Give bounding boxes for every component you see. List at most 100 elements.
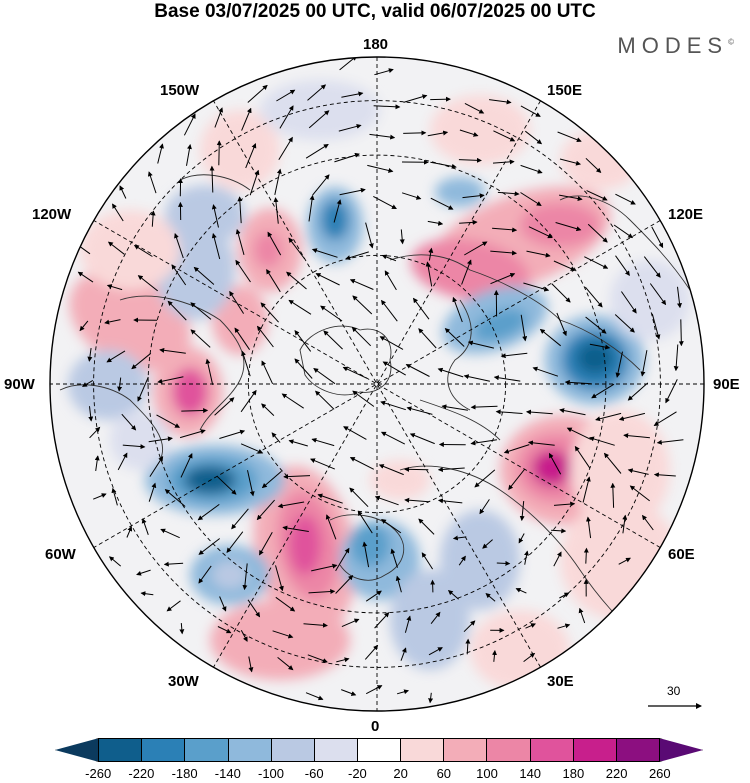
wind-vector	[458, 157, 482, 163]
wind-vector	[678, 319, 684, 347]
colorbar-tick-label: 100	[476, 766, 498, 781]
wind-vector	[629, 485, 651, 502]
wind-vector	[122, 444, 146, 450]
wind-vector	[474, 469, 496, 488]
modes-logo: MODES©	[617, 33, 734, 59]
wind-vector	[198, 538, 221, 555]
anomaly-contour	[212, 285, 268, 355]
colorbar-segment	[313, 738, 358, 762]
wind-vector	[241, 107, 252, 131]
wind-vector	[87, 348, 93, 362]
wind-vector	[551, 528, 567, 534]
anomaly-contour	[172, 368, 208, 416]
wind-vector	[307, 84, 327, 101]
wind-vector	[447, 589, 459, 600]
anomaly-contour	[80, 210, 180, 290]
wind-vector	[303, 622, 328, 628]
colorbar-segment	[529, 738, 574, 762]
wind-vector	[640, 350, 648, 377]
coastline	[329, 514, 405, 581]
wind-vector	[190, 329, 211, 348]
anomaly-contour	[440, 510, 520, 610]
wind-vector	[413, 297, 430, 320]
wind-vector	[261, 360, 274, 385]
lon-label-150e: 150E	[547, 82, 583, 99]
wind-vector	[614, 314, 635, 333]
wind-vector	[235, 228, 245, 256]
wind-vector	[489, 99, 512, 105]
wind-vector	[111, 487, 118, 506]
wind-vector	[261, 403, 275, 416]
wind-vector	[555, 222, 582, 232]
wind-vector	[482, 539, 493, 549]
wind-vector	[380, 431, 406, 445]
wind-vector	[133, 244, 153, 257]
wind-vector	[164, 489, 186, 507]
wind-vector	[81, 379, 94, 387]
wind-vector	[574, 445, 591, 469]
wind-vector	[274, 168, 282, 196]
wind-vector	[137, 275, 159, 292]
wind-vector	[104, 319, 121, 325]
wind-vector	[260, 302, 279, 323]
wind-vector	[339, 187, 366, 196]
colorbar-tick-label: 20	[393, 766, 408, 781]
wind-vector	[89, 426, 101, 439]
wind-vector	[148, 436, 173, 443]
wind-vector	[403, 130, 427, 136]
anomaly-contour	[430, 95, 530, 165]
wind-vector	[458, 555, 466, 566]
wind-vector	[335, 547, 350, 572]
colorbar-segment	[55, 738, 100, 762]
wind-vector	[249, 169, 260, 196]
wind-vector	[345, 251, 369, 260]
wind-vector	[401, 192, 422, 200]
wind-vector	[341, 689, 357, 696]
wind-vector	[312, 174, 330, 196]
wind-vector	[137, 376, 149, 402]
wind-vector	[528, 226, 553, 239]
wind-vector	[219, 596, 227, 612]
wind-vector	[381, 254, 397, 262]
wind-vector	[106, 284, 123, 291]
wind-vector	[430, 161, 457, 169]
colorbar-tick-label: 180	[562, 766, 585, 781]
wind-vector	[553, 501, 576, 507]
wind-vector	[459, 129, 479, 137]
wind-vector	[651, 226, 664, 249]
wind-vector	[156, 414, 181, 428]
wind-vector	[266, 268, 281, 293]
colorbar-segment	[356, 738, 402, 762]
wind-vector	[79, 320, 89, 332]
meridian-line	[93, 220, 661, 548]
wind-vector	[281, 393, 304, 409]
wind-vector	[338, 123, 362, 132]
wind-vector	[190, 302, 212, 320]
coastline	[389, 254, 641, 371]
wind-vector	[452, 535, 467, 541]
anomaly-contour	[577, 342, 613, 374]
wind-vector	[591, 383, 615, 399]
wind-vector	[150, 210, 156, 227]
wind-vector	[524, 130, 543, 145]
wind-vector	[241, 350, 251, 377]
wind-vector	[441, 404, 468, 411]
wind-vector	[310, 458, 335, 470]
lon-label-0: 0	[371, 718, 380, 735]
wind-vector	[557, 131, 582, 143]
wind-vector	[180, 453, 193, 478]
wind-vector	[179, 429, 206, 439]
wind-vector	[374, 68, 394, 76]
colorbar-tick-label: -220	[128, 766, 155, 781]
lon-label-30w: 30W	[168, 673, 199, 690]
wind-vector	[464, 241, 488, 256]
wind-vector	[564, 379, 592, 385]
lon-label-120e: 120E	[668, 206, 704, 223]
wind-vector	[421, 552, 434, 570]
anomaly-contour	[610, 260, 690, 340]
wind-vector	[240, 630, 248, 642]
wind-vector	[503, 444, 530, 454]
coastline	[399, 465, 641, 641]
wind-vector	[308, 194, 315, 222]
wind-vector	[365, 685, 383, 695]
